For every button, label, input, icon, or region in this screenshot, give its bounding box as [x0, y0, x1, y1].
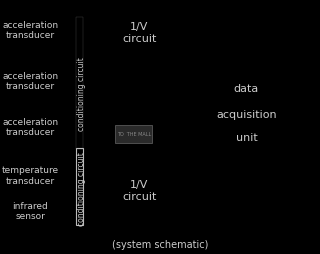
- Text: 1/V
circuit: 1/V circuit: [122, 22, 156, 44]
- Bar: [76, 18, 83, 150]
- Text: acquisition: acquisition: [216, 109, 277, 119]
- Text: infrared
sensor: infrared sensor: [12, 201, 48, 220]
- Text: acceleration
transducer: acceleration transducer: [2, 117, 59, 137]
- Text: acceleration
transducer: acceleration transducer: [2, 21, 59, 40]
- Bar: [115, 125, 152, 144]
- Text: unit: unit: [236, 132, 257, 142]
- Text: acceleration
transducer: acceleration transducer: [2, 72, 59, 91]
- Text: conditioning circuit: conditioning circuit: [77, 151, 86, 225]
- Text: data: data: [234, 84, 259, 94]
- Text: TO  THE MALL: TO THE MALL: [116, 132, 151, 137]
- Text: conditioning circuit: conditioning circuit: [77, 57, 86, 131]
- Bar: [76, 149, 83, 225]
- Text: (system schematic): (system schematic): [112, 239, 208, 249]
- Text: temperature
transducer: temperature transducer: [2, 166, 59, 185]
- Text: 1/V
circuit: 1/V circuit: [122, 180, 156, 201]
